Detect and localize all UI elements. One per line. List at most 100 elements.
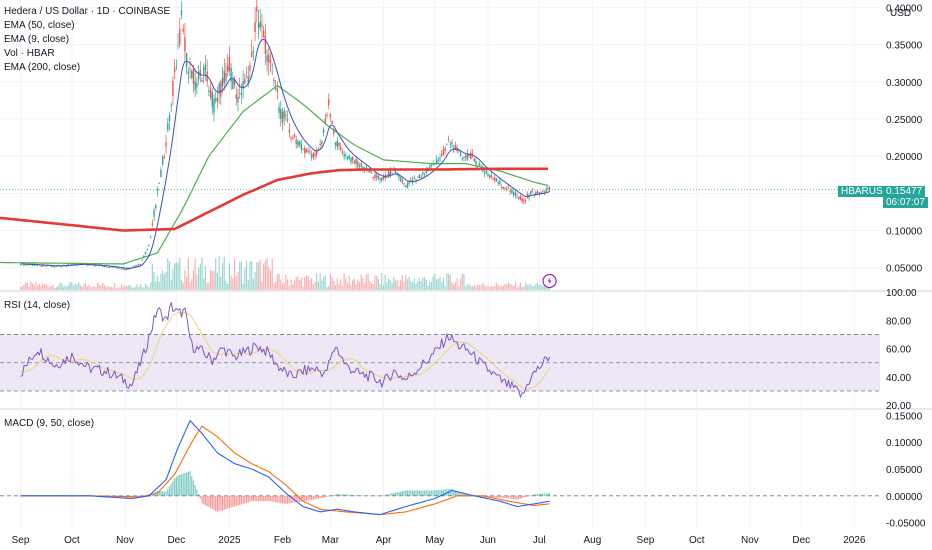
volume-bar bbox=[362, 278, 364, 290]
candle-body bbox=[119, 268, 121, 270]
macd-histogram-bar bbox=[540, 493, 542, 496]
candle-body bbox=[60, 266, 63, 268]
macd-histogram-bar bbox=[442, 489, 445, 496]
macd-label[interactable]: MACD (9, 50, close) bbox=[4, 418, 95, 429]
macd-histogram-bar bbox=[307, 495, 309, 501]
candle-body bbox=[304, 148, 306, 154]
indicator-ema9-label[interactable]: EMA (9, close) bbox=[4, 34, 70, 45]
macd-histogram-bar bbox=[206, 495, 208, 507]
indicator-ema200-label[interactable]: EMA (200, close) bbox=[4, 62, 81, 73]
volume-bar bbox=[103, 285, 106, 290]
macd-histogram-bar bbox=[321, 495, 323, 499]
macd-histogram-bar bbox=[497, 495, 499, 498]
candle-body bbox=[66, 265, 68, 267]
volume-bar bbox=[509, 283, 511, 290]
candle-body bbox=[233, 80, 236, 85]
volume-bar bbox=[386, 281, 388, 290]
volume-bar bbox=[148, 287, 150, 290]
macd-histogram-bar bbox=[162, 491, 164, 496]
candle-body bbox=[387, 171, 390, 177]
macd-histogram-bar bbox=[430, 490, 433, 496]
volume-bar bbox=[108, 286, 111, 290]
volume-bar bbox=[247, 279, 249, 290]
volume-bar bbox=[19, 287, 22, 290]
candle-body bbox=[40, 265, 42, 267]
macd-histogram-bar bbox=[336, 494, 338, 496]
volume-bar bbox=[50, 286, 52, 290]
macd-histogram-bar bbox=[151, 494, 153, 496]
candle-body bbox=[292, 138, 294, 140]
volume-bar bbox=[66, 286, 68, 290]
candle-body bbox=[548, 187, 551, 190]
macd-histogram-bar bbox=[548, 493, 551, 496]
candle-body bbox=[204, 64, 207, 70]
candle-body bbox=[252, 50, 255, 53]
candle-body bbox=[511, 189, 513, 194]
candle-body bbox=[127, 268, 130, 270]
candle-body bbox=[165, 142, 167, 147]
price-tick-label: 0.20000 bbox=[886, 152, 923, 163]
candle-body bbox=[516, 194, 518, 196]
candle-body bbox=[242, 80, 244, 90]
macd-histogram-bar bbox=[138, 495, 140, 497]
macd-histogram-bar bbox=[415, 490, 417, 496]
candle-body bbox=[485, 170, 487, 174]
macd-histogram-bar bbox=[283, 495, 285, 504]
candle-body bbox=[197, 71, 200, 80]
volume-bar bbox=[358, 281, 361, 290]
candle-body bbox=[358, 166, 361, 168]
x-tick-label: Jun bbox=[480, 535, 496, 546]
candle-body bbox=[264, 36, 267, 54]
volume-bar bbox=[186, 276, 188, 290]
volume-bar bbox=[519, 282, 522, 290]
volume-bar bbox=[93, 286, 95, 290]
candle-body bbox=[107, 267, 109, 268]
volume-bar bbox=[528, 284, 530, 290]
macd-histogram-bar bbox=[276, 495, 278, 503]
volume-bar bbox=[501, 286, 503, 290]
candle-body bbox=[497, 182, 499, 184]
macd-histogram-bar bbox=[519, 495, 522, 499]
indicator-volume-label[interactable]: Vol · HBAR bbox=[4, 48, 55, 59]
volume-bar bbox=[367, 273, 369, 290]
macd-histogram-bar bbox=[180, 474, 183, 496]
candle-body bbox=[483, 173, 486, 174]
volume-bar bbox=[131, 286, 133, 290]
candle-body bbox=[269, 59, 272, 62]
volume-bar bbox=[413, 278, 415, 290]
candle-body bbox=[531, 191, 534, 193]
macd-histogram-bar bbox=[542, 493, 544, 496]
candle-body bbox=[514, 192, 517, 196]
candle-body bbox=[281, 111, 284, 124]
volume-bar bbox=[242, 283, 244, 290]
volume-bar bbox=[461, 273, 463, 290]
macd-histogram-bar bbox=[499, 495, 501, 498]
indicator-ema50-label[interactable]: EMA (50, close) bbox=[4, 20, 75, 31]
volume-bar bbox=[132, 287, 135, 290]
candle-body bbox=[459, 152, 462, 156]
volume-bar bbox=[40, 286, 42, 290]
candle-body bbox=[256, 6, 258, 12]
volume-bar bbox=[38, 284, 40, 290]
macd-histogram-bar bbox=[384, 494, 386, 496]
volume-bar bbox=[115, 287, 118, 290]
volume-bar bbox=[263, 263, 265, 290]
macd-histogram-bar bbox=[329, 495, 332, 497]
macd-histogram-bar bbox=[482, 495, 484, 498]
candle-body bbox=[161, 157, 164, 165]
volume-bar bbox=[548, 287, 551, 290]
volume-bar bbox=[31, 283, 34, 290]
volume-bar bbox=[96, 283, 99, 290]
volume-bar bbox=[454, 282, 457, 290]
candle-body bbox=[148, 244, 150, 246]
x-tick-label: 2026 bbox=[843, 535, 866, 546]
volume-bar bbox=[208, 283, 210, 290]
candle-body bbox=[341, 151, 344, 154]
macd-histogram-bar bbox=[425, 490, 427, 496]
macd-histogram-bar bbox=[521, 495, 523, 499]
candle-body bbox=[464, 155, 467, 158]
rsi-label[interactable]: RSI (14, close) bbox=[4, 300, 71, 311]
volume-bar bbox=[25, 282, 27, 290]
macd-histogram-bar bbox=[290, 495, 292, 504]
